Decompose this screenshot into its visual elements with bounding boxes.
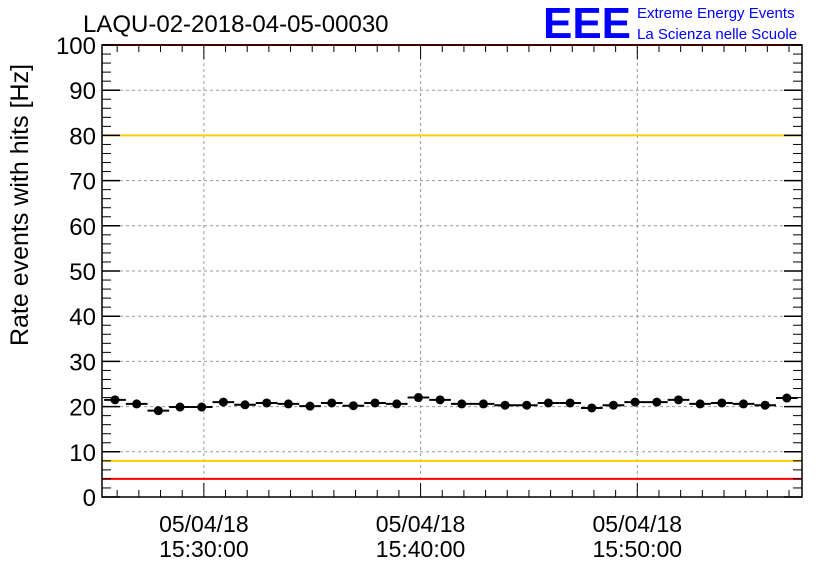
data-point	[695, 399, 705, 409]
data-point	[587, 403, 597, 413]
data-point	[630, 397, 640, 407]
logo-line2: La Scienza nelle Scuole	[637, 26, 797, 43]
y-tick-label: 50	[69, 259, 96, 286]
data-point	[500, 400, 510, 410]
data-point	[457, 399, 467, 409]
x-tick-time: 15:30:00	[159, 536, 249, 562]
x-tick-time: 15:40:00	[376, 536, 466, 562]
data-point	[717, 398, 727, 408]
data-point	[110, 395, 120, 405]
data-point	[305, 401, 315, 411]
reference-lines	[102, 44, 802, 480]
y-tick-label: 60	[69, 214, 96, 241]
y-tick-label: 80	[69, 123, 96, 150]
data-point	[132, 399, 142, 409]
data-point	[522, 400, 532, 410]
data-point	[543, 398, 553, 408]
data-point	[392, 399, 402, 409]
data-point	[218, 397, 228, 407]
y-axis-label: Rate events with hits [Hz]	[6, 64, 34, 346]
data-point	[240, 400, 250, 410]
x-tick-date: 05/04/18	[159, 511, 249, 537]
data-point	[413, 393, 423, 403]
data-point	[435, 395, 445, 405]
data-point	[673, 395, 683, 405]
data-point	[197, 402, 207, 412]
data-point	[262, 398, 272, 408]
logo-line1: Extreme Energy Events	[637, 5, 795, 22]
data-point	[478, 399, 488, 409]
data-point	[652, 397, 662, 407]
data-point	[348, 401, 358, 411]
axis-ticks: 010203040506070809010005/04/1815:30:0005…	[56, 33, 802, 562]
data-point	[760, 400, 770, 410]
data-point	[608, 400, 618, 410]
data-point	[370, 398, 380, 408]
data-points	[104, 393, 798, 416]
y-tick-label: 0	[83, 485, 96, 512]
grid	[102, 45, 802, 497]
logo-letters: EEE	[543, 0, 631, 48]
data-point	[327, 398, 337, 408]
y-tick-label: 10	[69, 440, 96, 467]
y-tick-label: 90	[69, 78, 96, 105]
data-point	[782, 393, 792, 403]
x-tick-time: 15:50:00	[593, 536, 683, 562]
data-point	[565, 398, 575, 408]
y-tick-label: 100	[56, 33, 96, 60]
x-tick-date: 05/04/18	[593, 511, 683, 537]
y-tick-label: 20	[69, 395, 96, 422]
y-tick-label: 70	[69, 169, 96, 196]
data-point	[153, 406, 163, 416]
data-point	[283, 399, 293, 409]
chart-title: LAQU-02-2018-04-05-00030	[83, 11, 389, 38]
y-tick-label: 30	[69, 349, 96, 376]
data-point	[175, 402, 185, 412]
eee-logo: EEE Extreme Energy Events La Scienza nel…	[543, 0, 797, 48]
y-tick-label: 40	[69, 304, 96, 331]
x-tick-date: 05/04/18	[376, 511, 466, 537]
data-point	[738, 399, 748, 409]
